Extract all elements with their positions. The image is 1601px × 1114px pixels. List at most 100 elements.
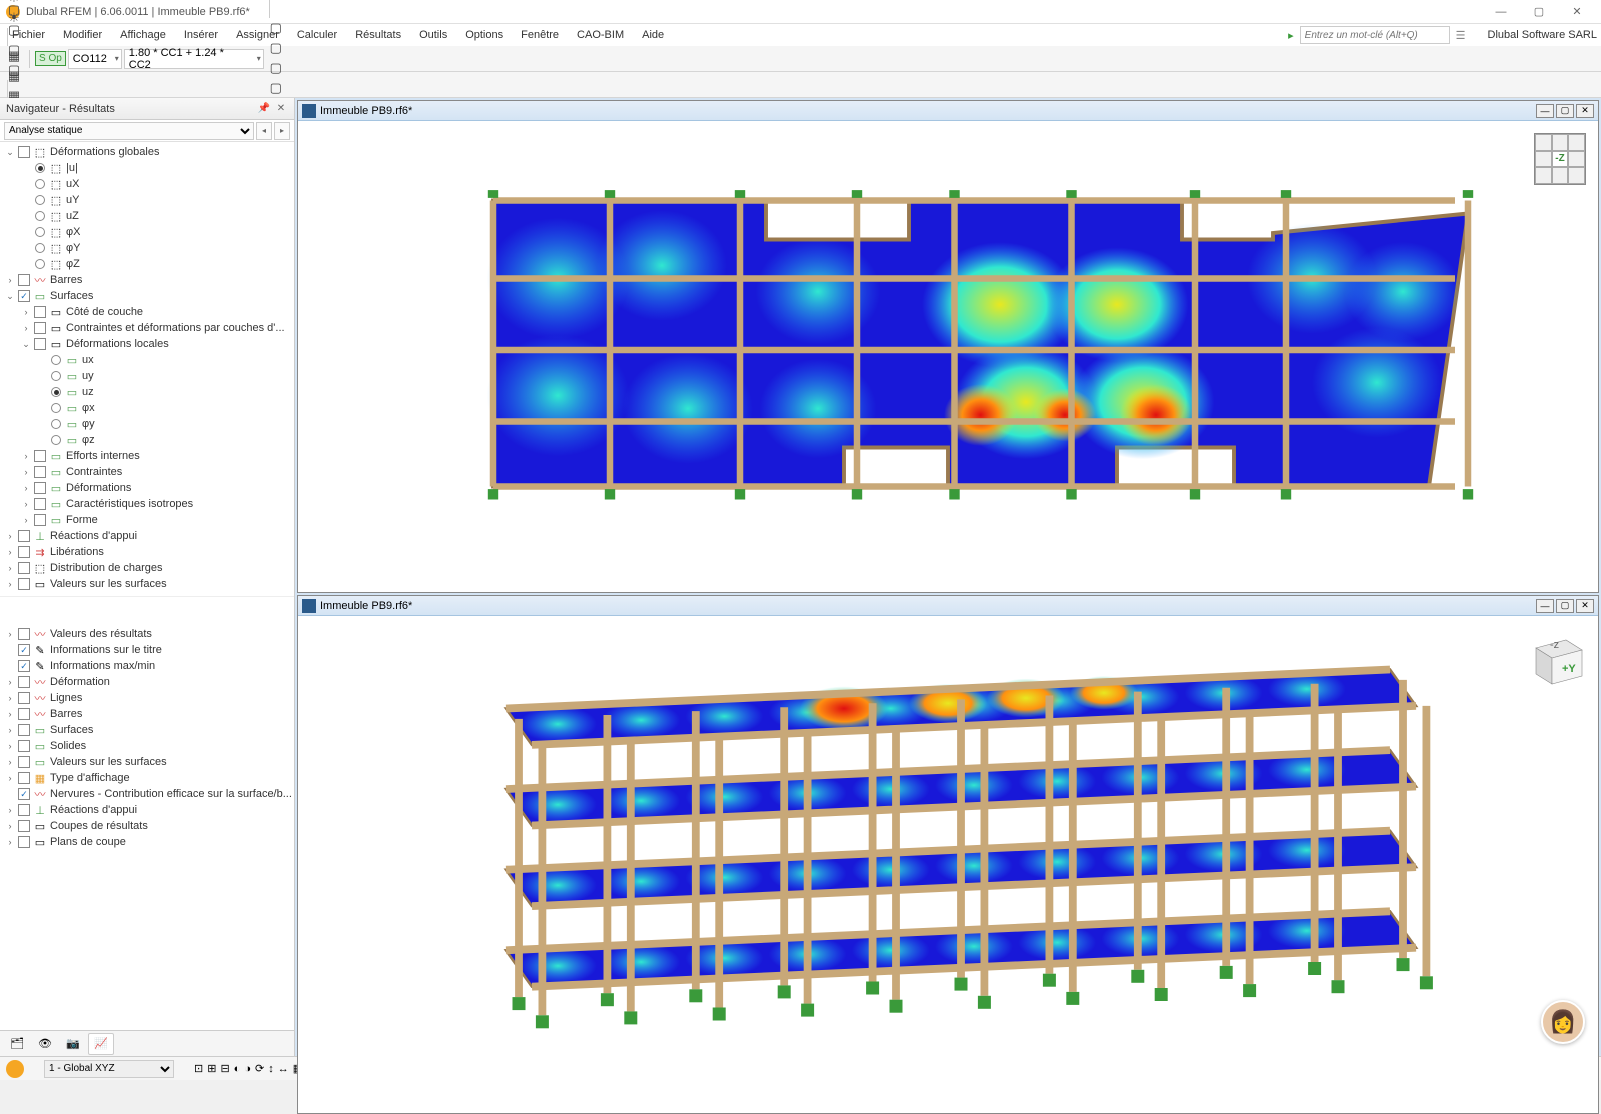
tree-item[interactable]: ›〰Lignes [0,690,294,706]
tree-item[interactable]: ⬚uY [0,192,294,208]
tree-item[interactable]: ▭φz [0,432,294,448]
statusbar-button[interactable]: ⊡ [194,1062,203,1075]
tree-checkbox[interactable] [18,724,30,736]
toolbar-button[interactable]: ☀ [4,0,24,8]
tree-item[interactable]: ›▭Caractéristiques isotropes [0,496,294,512]
tree-item[interactable]: ›▭Valeurs sur les surfaces [0,754,294,770]
tree-checkbox[interactable] [18,772,30,784]
tree-item[interactable]: ›▭Solides [0,738,294,754]
tree-checkbox[interactable] [18,820,30,832]
statusbar-button[interactable]: ↕ [268,1063,274,1075]
tree-radio[interactable] [35,259,45,269]
tree-item[interactable]: ›▭Forme [0,512,294,528]
tree-item[interactable]: ›⊥Réactions d'appui [0,528,294,544]
tree-item[interactable]: ›▭Coupes de résultats [0,818,294,834]
tree-checkbox[interactable] [18,628,30,640]
viewport-top-canvas[interactable]: -Z [298,121,1598,592]
menu-options[interactable]: Options [457,27,511,43]
tree-checkbox[interactable] [18,546,30,558]
tree-checkbox[interactable] [34,466,46,478]
cs-select[interactable]: 1 - Global XYZ [44,1060,174,1078]
tree-checkbox[interactable] [34,338,46,350]
vp-max-button[interactable]: ▢ [1556,104,1574,118]
tree-checkbox[interactable] [18,676,30,688]
tree-item[interactable]: ⬚φZ [0,256,294,272]
tree-checkbox[interactable] [34,498,46,510]
tree-radio[interactable] [35,211,45,221]
tree-item[interactable]: ›⇉Libérations [0,544,294,560]
analysis-prev-button[interactable]: ◂ [256,122,272,140]
tree-item[interactable]: ›▭Efforts internes [0,448,294,464]
tree-radio[interactable] [51,403,61,413]
maximize-button[interactable]: ▢ [1521,2,1557,22]
menu-aide[interactable]: Aide [634,27,672,43]
tree-radio[interactable] [35,195,45,205]
tree-radio[interactable] [51,419,61,429]
tree-checkbox[interactable] [18,274,30,286]
tree-item[interactable]: ›▭Surfaces [0,722,294,738]
orient-cube-iso[interactable]: -z +Y [1524,628,1586,690]
tree-checkbox[interactable] [18,756,30,768]
tree-item[interactable]: ›▭Déformations [0,480,294,496]
tree-checkbox[interactable] [34,482,46,494]
close-button[interactable]: ✕ [1559,2,1595,22]
tree-checkbox[interactable] [34,322,46,334]
tree-checkbox[interactable] [34,514,46,526]
tree-item[interactable]: ✓✎Informations max/min [0,658,294,674]
assistant-avatar[interactable]: 👩 [1541,1000,1585,1044]
tree-checkbox[interactable] [18,804,30,816]
navigator-pin-icon[interactable]: 📌 [257,102,271,116]
tree-checkbox[interactable] [18,562,30,574]
tree-item[interactable]: ⬚uX [0,176,294,192]
tree-item[interactable]: ▭ux [0,352,294,368]
tree-item[interactable]: ⌄▭Déformations locales [0,336,294,352]
tree-item[interactable]: ▭uz [0,384,294,400]
tree-item[interactable]: ⬚|u| [0,160,294,176]
menu-modifier[interactable]: Modifier [55,27,110,43]
viewport-iso-canvas[interactable]: -z +Y [298,616,1598,1113]
vp-min-button[interactable]: — [1536,104,1554,118]
tree-item[interactable]: ›▭Contraintes et déformations par couche… [0,320,294,336]
tree-checkbox[interactable] [18,740,30,752]
tree-item[interactable]: ⬚uZ [0,208,294,224]
statusbar-button[interactable]: ⟳ [255,1062,264,1075]
tree-checkbox[interactable]: ✓ [18,660,30,672]
menu-cao-bim[interactable]: CAO-BIM [569,27,632,43]
tree-item[interactable]: ›▭Valeurs sur les surfaces [0,576,294,592]
statusbar-button[interactable]: ◑ [244,1063,251,1075]
tree-checkbox[interactable] [18,708,30,720]
tree-radio[interactable] [51,355,61,365]
vp-min-button[interactable]: — [1536,599,1554,613]
search-menu-icon[interactable]: ☰ [1456,29,1466,42]
tree-item[interactable]: ⌄⬚Déformations globales [0,144,294,160]
menu-inserer[interactable]: Insérer [176,27,226,43]
tree-item[interactable]: ▭φx [0,400,294,416]
tree-item[interactable]: ⬚φX [0,224,294,240]
tree-item[interactable]: ▭φy [0,416,294,432]
tree-item[interactable]: ›▭Plans de coupe [0,834,294,850]
minimize-button[interactable]: — [1483,2,1519,22]
tree-radio[interactable] [51,371,61,381]
tree-radio[interactable] [35,163,45,173]
toolbar-button[interactable]: ▢ [266,78,286,98]
tree-checkbox[interactable]: ✓ [18,644,30,656]
nav-tab-data[interactable]: 🗂 [4,1033,30,1055]
menu-outils[interactable]: Outils [411,27,455,43]
menu-resultats[interactable]: Résultats [347,27,409,43]
tree-checkbox[interactable] [34,450,46,462]
tree-item[interactable]: ✓〰Nervures - Contribution efficace sur l… [0,786,294,802]
menu-affichage[interactable]: Affichage [112,27,174,43]
tree-item[interactable]: ⌄✓▭Surfaces [0,288,294,304]
tree-item[interactable]: ▭uy [0,368,294,384]
co-combo[interactable]: CO112 [68,49,122,69]
co-expr-combo[interactable]: 1.80 * CC1 + 1.24 * CC2 [124,49,264,69]
statusbar-button[interactable]: ↔ [278,1063,289,1075]
viewport-iso[interactable]: Immeuble PB9.rf6* —▢✕ -z +Y [297,595,1599,1114]
toolbar-button[interactable]: ▢ [266,38,286,58]
results-tree[interactable]: ⌄⬚Déformations globales⬚|u|⬚uX⬚uY⬚uZ⬚φX ⬚… [0,142,294,1030]
toolbar-button[interactable]: ▦ [4,66,24,86]
tree-radio[interactable] [35,179,45,189]
tree-radio[interactable] [35,243,45,253]
tree-radio[interactable] [51,435,61,445]
toolbar-button[interactable]: ☀ [4,8,24,28]
